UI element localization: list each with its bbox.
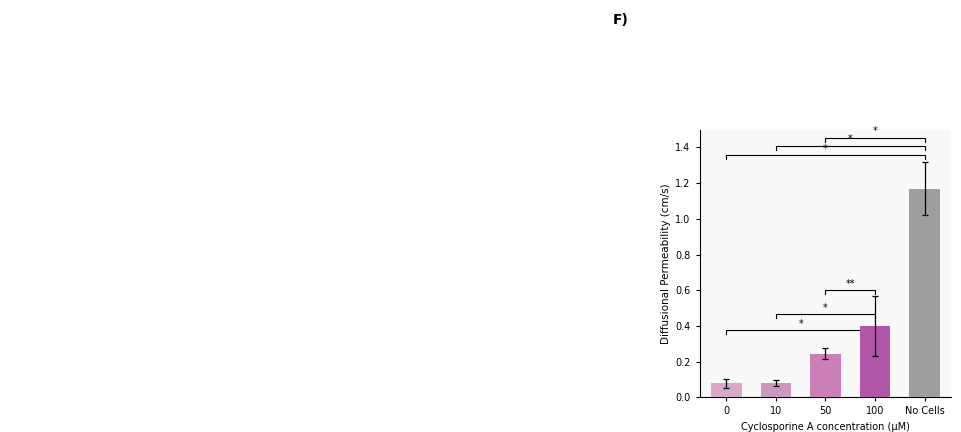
Text: **: ** (846, 279, 855, 289)
Text: *: * (824, 303, 827, 313)
Text: *: * (873, 126, 877, 136)
X-axis label: Cyclosporine A concentration (μM): Cyclosporine A concentration (μM) (741, 422, 910, 432)
Y-axis label: Diffusional Permeability (cm/s): Diffusional Permeability (cm/s) (661, 183, 671, 344)
Text: *: * (848, 134, 852, 144)
Bar (909, 188, 940, 397)
Bar (860, 326, 891, 397)
Text: F): F) (613, 13, 629, 27)
Text: *: * (824, 144, 827, 154)
Bar (760, 383, 791, 397)
Bar (711, 383, 742, 397)
Text: *: * (799, 319, 803, 329)
Bar (810, 354, 841, 397)
